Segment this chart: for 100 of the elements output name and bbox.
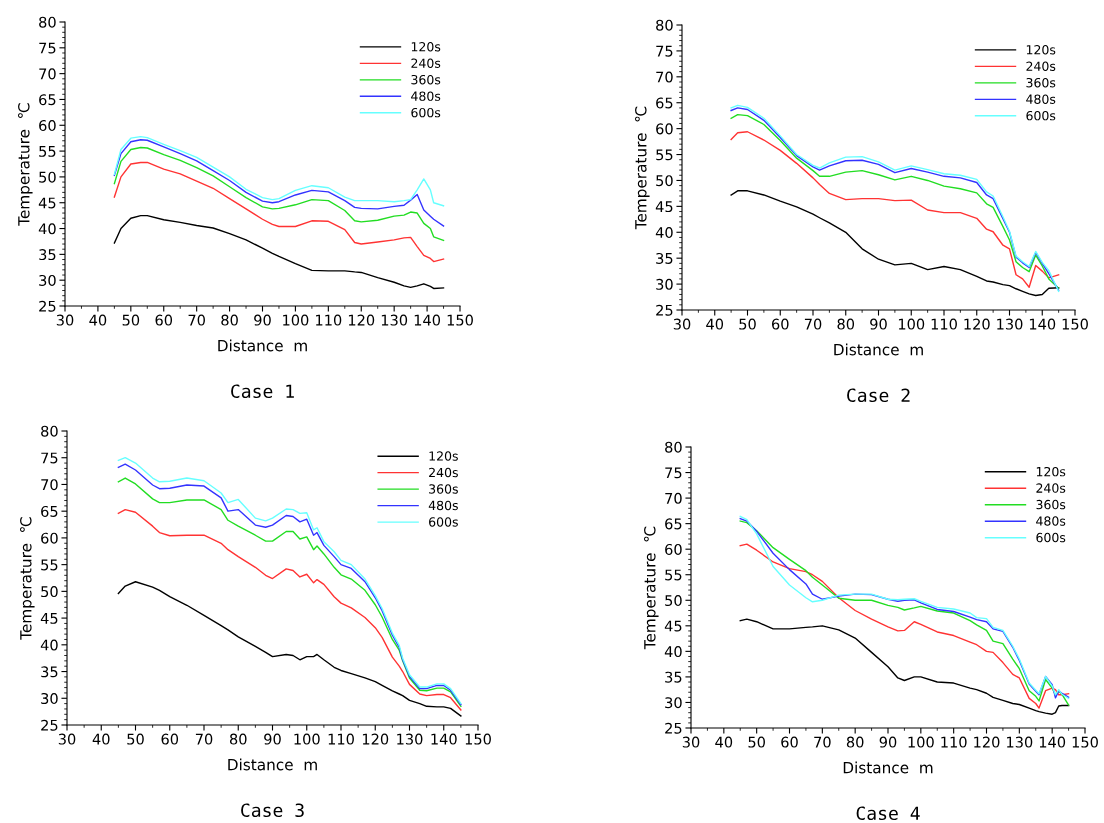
x-tick-label: 100 [283,314,309,326]
y-tick-label: 80 [39,16,56,28]
x-tick-label: 30 [58,733,76,745]
legend-label: 240s [1036,483,1066,493]
x-tick-label: 120 [362,733,389,745]
x-tick-label: 40 [706,318,724,330]
x-tick-label: 140 [431,733,457,745]
legend-label: 120s [1036,466,1066,477]
y-axis-title: Temperature ℃ [18,103,33,226]
y-tick-label: 30 [665,697,682,709]
x-tick-label: 60 [771,318,789,330]
x-tick-label: 120 [348,314,375,326]
y-tick-label: 65 [41,505,58,517]
y-tick-label: 80 [41,425,58,437]
y-tick-label: 45 [655,201,673,213]
x-tick-label: 30 [673,318,691,330]
x-tick-label: 150 [447,314,473,326]
y-tick-label: 30 [41,692,58,705]
y-tick-label: 25 [39,300,56,312]
x-tick-label: 150 [465,733,491,745]
x-tick-label: 70 [804,318,822,330]
y-tick-label: 25 [665,722,682,734]
x-tick-label: 140 [1029,318,1056,330]
y-tick-label: 55 [665,569,682,581]
y-tick-label: 55 [39,146,56,157]
legend-label: 480s [1036,516,1066,526]
x-tick-label: 110 [931,318,957,330]
legend-label: 240s [1026,61,1056,71]
x-tick-label: 120 [974,736,1000,748]
legend-label: 600s [411,107,441,118]
y-tick-label: 25 [41,719,58,731]
x-tick-label: 30 [56,314,74,326]
legend-label: 120s [411,41,441,52]
x-tick-label: 50 [122,314,140,326]
x-tick-label: 40 [89,314,107,326]
y-tick-label: 45 [664,620,682,632]
y-tick-label: 60 [665,543,682,555]
x-tick-label: 60 [161,733,179,745]
x-tick-label: 100 [294,733,320,745]
y-tick-label: 50 [41,586,58,598]
y-tick-label: 75 [656,45,673,57]
x-tick-label: 30 [682,736,700,748]
y-tick-label: 70 [39,68,56,80]
y-tick-label: 35 [41,666,58,678]
x-tick-label: 90 [879,736,897,748]
x-axis-title: Distance m [228,758,317,771]
x-axis-title: Distance m [834,343,923,356]
legend-label: 480s [1026,94,1056,104]
y-axis-title: Temperature ℃ [644,526,659,650]
y-tick-label: 75 [41,452,58,464]
legend-label: 120s [429,451,458,461]
y-tick-label: 25 [656,304,673,316]
y-tick-label: 40 [38,223,56,235]
x-tick-label: 80 [221,314,238,326]
y-tick-label: 45 [40,613,58,624]
x-tick-label: 130 [997,318,1023,330]
legend-label: 360s [411,74,441,85]
y-axis-title: Temperature ℃ [635,106,650,230]
x-axis-title: Distance m [218,339,307,352]
y-tick-label: 35 [665,671,682,683]
y-tick-label: 50 [39,171,56,183]
x-tick-label: 50 [127,733,144,745]
x-tick-label: 140 [414,314,441,326]
legend-label: 600s [1026,110,1056,121]
legend-label: 360s [1026,77,1056,88]
text: Case 1 [231,384,294,399]
x-tick-label: 70 [814,736,831,748]
y-tick-label: 40 [40,639,58,651]
y-tick-label: 65 [39,94,56,106]
x-tick-label: 80 [846,736,864,748]
legend-label: 240s [429,467,458,478]
x-tick-label: 50 [739,318,756,330]
x-tick-label: 150 [1072,736,1098,748]
line-series [113,135,445,207]
y-tick-label: 80 [656,19,673,31]
line-series [113,139,445,227]
y-tick-label: 75 [39,42,56,54]
legend-label: 120s [1026,45,1056,55]
x-tick-label: 50 [748,736,765,748]
y-tick-label: 40 [664,646,682,658]
x-tick-label: 60 [781,736,798,748]
y-tick-label: 55 [41,559,58,571]
y-tick-label: 45 [38,197,56,209]
y-tick-label: 35 [39,249,56,261]
y-tick-label: 55 [656,149,673,161]
x-tick-label: 110 [941,736,967,748]
y-tick-label: 60 [656,123,673,135]
x-tick-label: 130 [397,733,423,745]
x-tick-label: 90 [254,314,271,326]
x-tick-label: 120 [964,318,990,330]
line-series [117,581,462,717]
x-tick-label: 130 [381,314,408,326]
x-tick-label: 40 [715,736,733,748]
x-tick-label: 150 [1062,318,1088,330]
y-tick-label: 70 [41,479,58,491]
y-tick-label: 70 [665,492,682,504]
legend-label: 600s [1036,532,1066,543]
y-tick-label: 30 [656,278,673,290]
y-tick-label: 50 [665,594,682,607]
legend-label: 480s [428,500,458,511]
